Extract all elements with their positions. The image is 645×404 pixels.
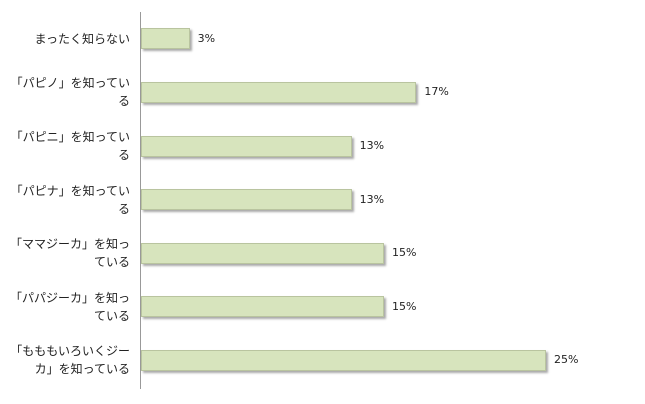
category-label: 「パピノ」を知っている [10,76,130,109]
category-label: 「パパジーカ」を知っている [9,290,130,323]
bar [141,349,546,371]
value-label: 13% [359,139,385,152]
category-axis [140,12,141,389]
category-label: まったく知らない [34,31,130,46]
category-label: 「ママジーカ」を知っている [9,237,130,270]
value-label: 3% [197,31,216,45]
bar [141,81,417,103]
value-label: 17% [424,85,449,99]
category-label: 「もももいろいくジーカ」を知っている [10,344,130,377]
bar [141,242,384,264]
category-label: 「パピニ」を知っている [10,130,130,162]
value-label: 15% [392,246,417,260]
bar [141,296,384,318]
bar [141,135,352,157]
bar [141,28,190,50]
bar [141,189,352,211]
category-label: 「パピナ」を知っている [10,183,130,216]
value-label: 15% [392,299,417,313]
value-label: 13% [359,192,385,206]
value-label: 25% [554,353,579,367]
